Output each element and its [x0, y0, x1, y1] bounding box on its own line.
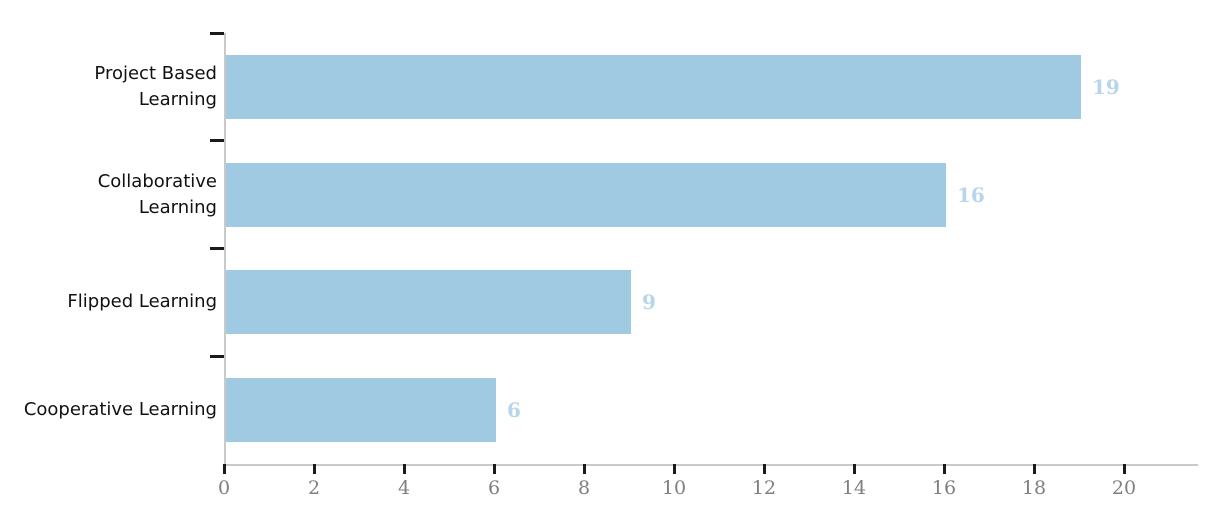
y-tick: [210, 31, 224, 35]
x-tick-label: 16: [931, 477, 957, 499]
category-label: Cooperative Learning: [2, 356, 217, 464]
category-label-line: Cooperative Learning: [23, 399, 217, 421]
bar-value-label: 9: [642, 290, 656, 315]
x-axis-line: [224, 464, 1198, 466]
category-label: Flipped Learning: [2, 249, 217, 357]
bar-value-label: 6: [507, 398, 521, 423]
x-tick: [402, 464, 406, 474]
y-tick: [210, 247, 224, 250]
y-tick: [210, 139, 224, 143]
bar: [226, 270, 631, 335]
category-label-line: Flipped Learning: [67, 291, 217, 313]
x-tick-label: 2: [307, 477, 321, 499]
bar-value-label: 19: [1092, 74, 1120, 99]
x-tick: [942, 464, 946, 474]
bar: [226, 162, 946, 227]
category-label: Collaborative Learning: [2, 141, 217, 249]
y-tick: [210, 354, 224, 358]
x-tick: [762, 464, 766, 474]
x-tick: [582, 464, 586, 474]
x-tick-label: 14: [841, 477, 867, 499]
y-axis-line: [224, 33, 226, 464]
x-tick-label: 6: [487, 477, 501, 499]
x-tick-label: 20: [1111, 477, 1137, 499]
x-tick-label: 8: [577, 477, 591, 499]
x-tick-label: 18: [1021, 477, 1047, 499]
x-tick: [1032, 464, 1036, 474]
bar: [226, 378, 496, 443]
x-tick: [312, 464, 316, 474]
category-label-line: Collaborative: [97, 170, 217, 192]
category-label-line: Learning: [138, 88, 217, 110]
x-tick: [672, 464, 676, 474]
category-label-line: Learning: [138, 196, 217, 218]
x-tick-label: 10: [661, 477, 687, 499]
x-tick: [852, 464, 856, 474]
bar-value-label: 16: [957, 182, 985, 207]
bar: [226, 54, 1081, 119]
category-label-line: Project Based: [94, 62, 217, 84]
x-tick-label: 0: [217, 477, 231, 499]
x-tick-label: 12: [751, 477, 777, 499]
x-tick: [492, 464, 496, 474]
x-tick: [1122, 464, 1126, 474]
x-tick: [222, 464, 226, 474]
category-label: Project Based Learning: [2, 33, 217, 141]
x-tick-label: 4: [397, 477, 411, 499]
